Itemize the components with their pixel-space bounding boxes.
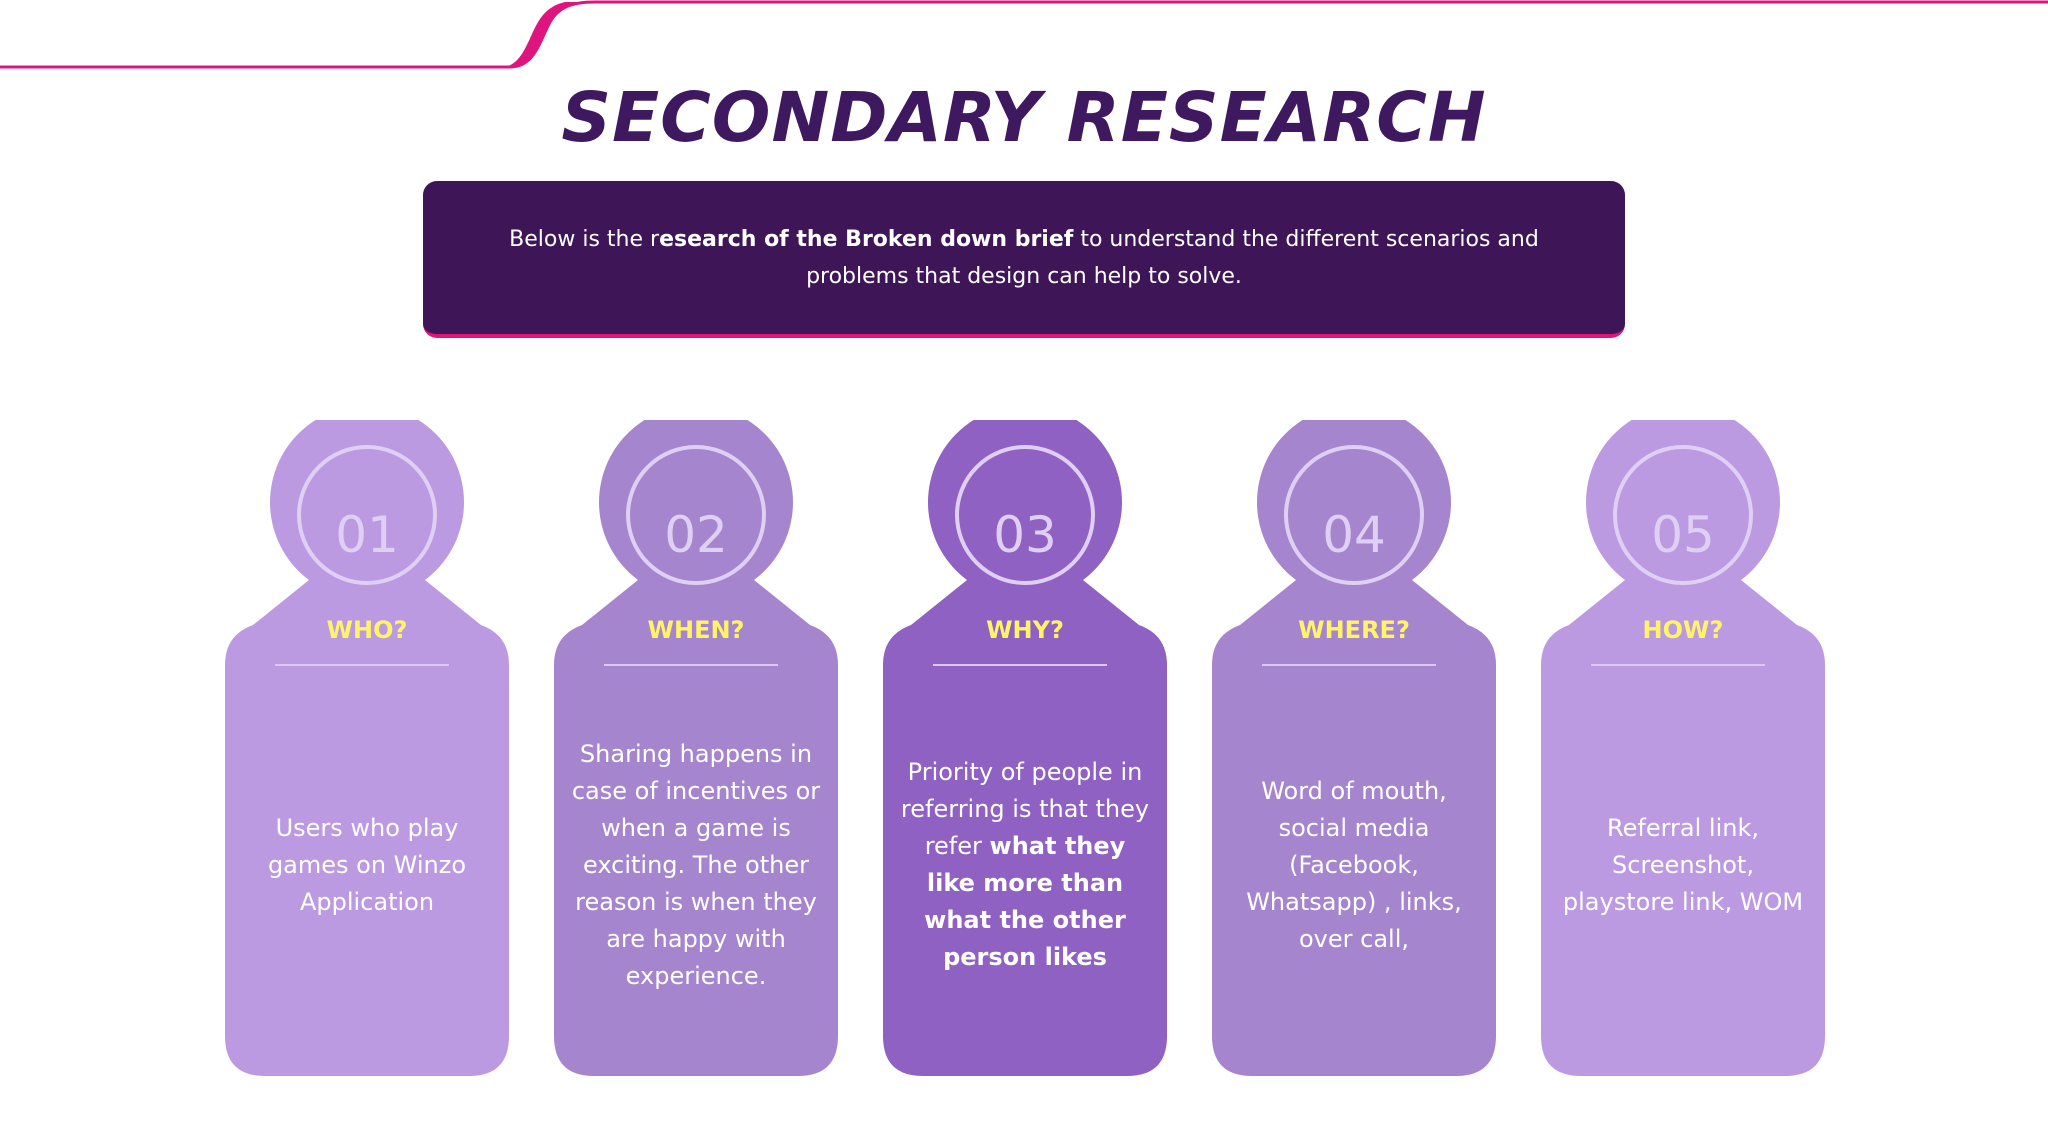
card-body: Word of mouth, social media (Facebook, W…: [1226, 690, 1482, 1040]
card-body-text-regular: Priority of people in referring is that …: [900, 758, 1150, 860]
card-body-text-regular: Users who play games on Winzo Applicatio…: [267, 813, 467, 916]
card-divider: [604, 664, 778, 666]
header-accent-line: [0, 0, 2048, 69]
card-body-text: Word of mouth, social media (Facebook, W…: [1226, 773, 1482, 958]
card-where: 04 WHERE? Word of mouth, social media (F…: [1212, 420, 1496, 1076]
card-divider: [275, 664, 449, 666]
card-number: 04: [1322, 506, 1386, 564]
card-body-text: Sharing happens in case of incentives or…: [568, 736, 824, 995]
card-body-text: Priority of people in referring is that …: [897, 754, 1153, 976]
card-why: 03 WHY? Priority of people in referring …: [883, 420, 1167, 1076]
card-background-shape: [225, 420, 509, 1076]
card-number: 01: [335, 506, 399, 564]
card-background-shape: [1212, 420, 1496, 1076]
card-divider: [933, 664, 1107, 666]
card-divider: [1262, 664, 1436, 666]
card-question: WHY?: [986, 616, 1064, 644]
card-number: 02: [664, 506, 728, 564]
card-body: Users who play games on Winzo Applicatio…: [239, 690, 495, 1040]
card-body-text-bold: what they like more than what the other …: [924, 832, 1126, 971]
card-body: Sharing happens in case of incentives or…: [568, 690, 824, 1040]
card-when: 02 WHEN? Sharing happens in case of ince…: [554, 420, 838, 1076]
brief-box: Below is the research of the Broken down…: [423, 181, 1625, 338]
card-who: 01 WHO? Users who play games on Winzo Ap…: [225, 420, 509, 1076]
brief-text: Below is the research of the Broken down…: [463, 221, 1585, 295]
card-body-text-regular: Referral link, Screenshot, playstore lin…: [1562, 813, 1804, 916]
card-body-text: Referral link, Screenshot, playstore lin…: [1555, 810, 1811, 921]
brief-text-highlight: esearch of the Broken down brief: [659, 226, 1074, 252]
card-body-text-regular: Sharing happens in case of incentives or…: [571, 739, 821, 990]
card-how: 05 HOW? Referral link, Screenshot, plays…: [1541, 420, 1825, 1076]
brief-text-start: Below is the r: [509, 226, 660, 252]
card-body: Referral link, Screenshot, playstore lin…: [1555, 690, 1811, 1040]
card-body-text-regular: Word of mouth, social media (Facebook, W…: [1246, 776, 1462, 953]
page-title: SECONDARY RESEARCH: [561, 78, 1487, 158]
card-background-shape: [554, 420, 838, 1076]
card-divider: [1591, 664, 1765, 666]
card-background-shape: [1541, 420, 1825, 1076]
card-question: WHO?: [326, 616, 408, 644]
card-background-shape: [883, 420, 1167, 1076]
card-number: 03: [993, 506, 1057, 564]
card-question: HOW?: [1642, 616, 1724, 644]
card-question: WHEN?: [647, 616, 745, 644]
card-body: Priority of people in referring is that …: [897, 690, 1153, 1040]
card-number: 05: [1651, 506, 1715, 564]
card-body-text: Users who play games on Winzo Applicatio…: [239, 810, 495, 921]
card-question: WHERE?: [1298, 616, 1410, 644]
brief-text-end: to understand the different scenarios an…: [806, 226, 1539, 289]
